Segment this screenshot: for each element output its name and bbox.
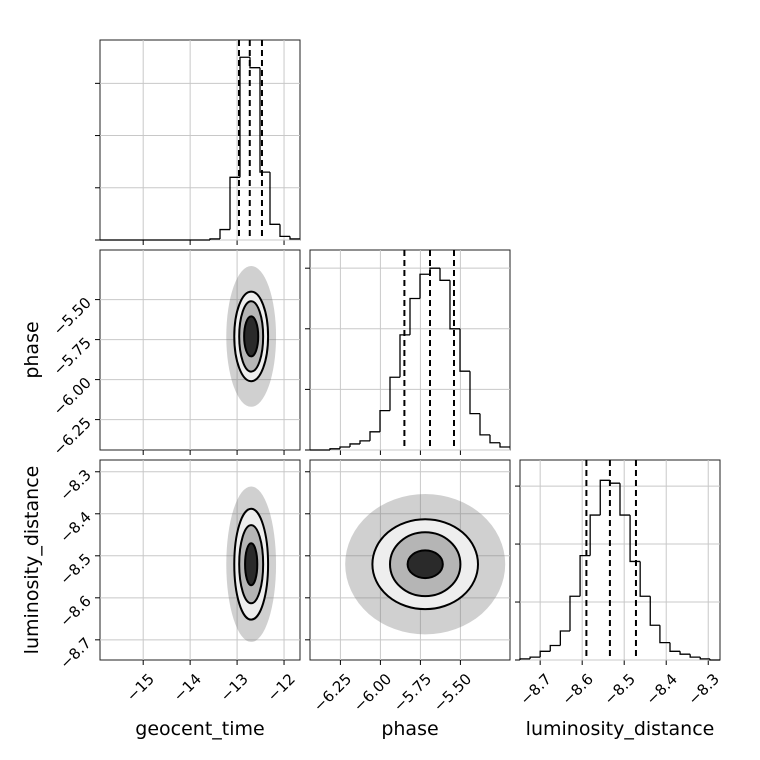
histogram-bin (579, 555, 591, 597)
density (226, 486, 277, 642)
histogram-bin (479, 413, 490, 436)
panel: −6.25−6.00−5.75−5.50 (50, 249, 301, 459)
y-tick-label: −6.00 (50, 374, 95, 419)
histogram-bin (269, 172, 280, 225)
y-tick-label: −8.6 (56, 592, 94, 630)
x-tick-label: −8.4 (642, 670, 680, 708)
histogram-bin (349, 443, 360, 447)
panel: −15 −14 −13 −12 −8.7 −8.6 −8.5 −8.4 −8.3 (56, 459, 301, 705)
x-axis-label: luminosity_distance (526, 718, 715, 740)
histogram-bin (609, 480, 620, 484)
histogram-bin (219, 228, 230, 239)
x-tick-label: −8.5 (600, 670, 638, 708)
histogram-bin (289, 236, 300, 240)
y-tick-label: −6.25 (50, 414, 95, 459)
histogram-bin (279, 224, 290, 237)
histogram-bin (709, 658, 720, 661)
histogram-bin (529, 656, 541, 659)
histogram-bin (489, 434, 500, 444)
histogram-bin (379, 409, 390, 432)
histogram-bin (419, 273, 430, 299)
x-tick-label: −5.50 (430, 670, 475, 715)
panel (95, 39, 301, 245)
histogram-bin (439, 268, 450, 281)
panel (305, 249, 511, 455)
histogram-bin (569, 595, 581, 632)
histogram-bin (229, 176, 240, 230)
histogram-bin (409, 297, 420, 335)
histogram-bin (239, 56, 250, 178)
x-axis-label: geocent_time (135, 718, 264, 740)
histogram-bin (619, 483, 631, 516)
contour (406, 549, 444, 580)
density (345, 494, 506, 635)
histogram-bin (209, 238, 220, 240)
panel: −6.25−6.00−5.75−5.50 (305, 459, 511, 715)
histogram-bin (389, 376, 400, 411)
x-tick-label: −13 (217, 670, 252, 705)
x-tick-label: −8.6 (558, 670, 596, 708)
histogram-bin (499, 442, 510, 448)
y-axis-label: luminosity_distance (21, 466, 43, 655)
x-tick-label: −6.25 (310, 670, 355, 715)
histogram-bin (589, 514, 601, 556)
y-tick-label: −8.4 (56, 508, 94, 546)
x-tick-label: −6.00 (350, 670, 395, 715)
x-tick-label: −12 (264, 670, 299, 705)
panel-frame (309, 459, 511, 661)
histogram-bin (259, 67, 270, 173)
histogram-bin (539, 650, 551, 658)
histogram-bin (599, 479, 610, 516)
panel: −8.7 −8.6 −8.5 −8.4 −8.3 (515, 459, 723, 709)
y-tick-label: −8.7 (56, 634, 94, 672)
histogram-bin (449, 280, 460, 330)
y-axis-label: phase (21, 321, 43, 378)
histogram-bin (399, 334, 410, 378)
histogram-bin (689, 654, 701, 658)
histogram-bin (329, 448, 340, 450)
histogram-bin (249, 57, 260, 69)
density (226, 266, 277, 407)
panel-frame (99, 249, 301, 451)
histogram-bin (369, 431, 380, 441)
histogram-bin (659, 625, 670, 644)
histogram-bin (519, 658, 531, 660)
histogram-bin (679, 651, 691, 655)
y-tick-label: −8.3 (56, 466, 94, 504)
histogram-bin (649, 596, 660, 626)
x-axis-label: phase (381, 718, 438, 740)
histogram-bin (669, 642, 681, 652)
x-tick-label: −8.3 (684, 670, 722, 708)
histogram-bin (469, 371, 480, 415)
y-tick-label: −5.50 (50, 294, 95, 339)
histogram-bin (549, 644, 561, 652)
y-tick-label: −5.75 (50, 334, 95, 379)
histogram-bin (699, 657, 710, 660)
histogram-bin (359, 440, 370, 444)
histogram-bin (459, 328, 470, 372)
x-tick-label: −14 (170, 670, 205, 705)
contour (243, 315, 260, 358)
x-tick-label: −5.75 (390, 670, 435, 715)
x-tick-label: −15 (123, 670, 158, 705)
histogram-bin (559, 630, 570, 646)
panel-frame (99, 459, 301, 661)
histogram-bin (429, 267, 440, 275)
histogram-bin (639, 561, 651, 597)
contour (244, 542, 259, 587)
histogram-bin (339, 446, 350, 449)
y-tick-label: −8.5 (56, 550, 94, 588)
x-tick-label: −8.7 (516, 670, 554, 708)
